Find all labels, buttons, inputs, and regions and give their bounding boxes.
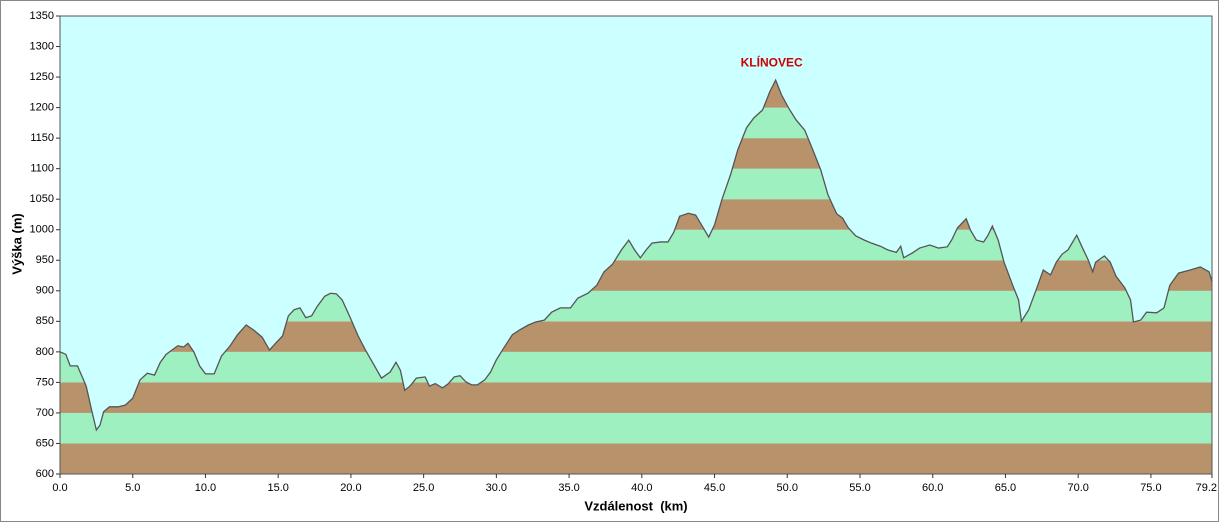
y-tick-label: 850 [36, 315, 54, 327]
y-tick-label: 900 [36, 285, 54, 297]
elevation-band [60, 382, 1212, 413]
x-tick-label: 40.0 [631, 482, 652, 494]
x-tick-label: 65.0 [995, 482, 1016, 494]
x-tick-label: 75.0 [1140, 482, 1161, 494]
y-tick-label: 1250 [30, 71, 54, 83]
y-tick-label: 700 [36, 407, 54, 419]
plot-border [59, 15, 1213, 475]
y-tick-label: 1300 [30, 40, 54, 52]
x-tick-label: 10.0 [195, 482, 216, 494]
x-tick-label: 0.0 [52, 482, 67, 494]
x-tick-label: 45.0 [704, 482, 725, 494]
y-tick-label: 1350 [30, 10, 54, 22]
y-tick-label: 600 [36, 468, 54, 480]
x-tick-label: 5.0 [125, 482, 140, 494]
elevation-band [60, 351, 1212, 383]
y-tick-label: 1100 [30, 163, 54, 175]
y-tick-label: 650 [36, 437, 54, 449]
x-tick-label: 35.0 [558, 482, 579, 494]
y-tick-label: 950 [36, 254, 54, 266]
peak-annotation: KLÍNOVEC [741, 54, 803, 69]
x-tick-label: 55.0 [849, 482, 870, 494]
y-tick-label: 750 [36, 376, 54, 388]
x-tick-label: 70.0 [1067, 482, 1088, 494]
y-tick-label: 1200 [30, 102, 54, 114]
x-tick-label: 30.0 [486, 482, 507, 494]
y-tick-label: 1000 [30, 224, 54, 236]
x-tick-label: 25.0 [413, 482, 434, 494]
y-axis-title: Výška (m) [9, 213, 24, 274]
elevation-band [60, 443, 1212, 474]
y-tick-label: 1050 [30, 193, 54, 205]
elevation-band [60, 412, 1212, 444]
elevation-line [59, 78, 1213, 432]
x-tick-label: 20.0 [340, 482, 361, 494]
x-tick-label: 15.0 [267, 482, 288, 494]
x-tick-label: 60.0 [922, 482, 943, 494]
x-axis-title: Vzdálenost (km) [584, 498, 687, 513]
y-tick-label: 800 [36, 346, 54, 358]
x-tick-label: 79.2 [1196, 482, 1217, 494]
y-tick-label: 1150 [30, 132, 54, 144]
x-tick-label: 50.0 [777, 482, 798, 494]
